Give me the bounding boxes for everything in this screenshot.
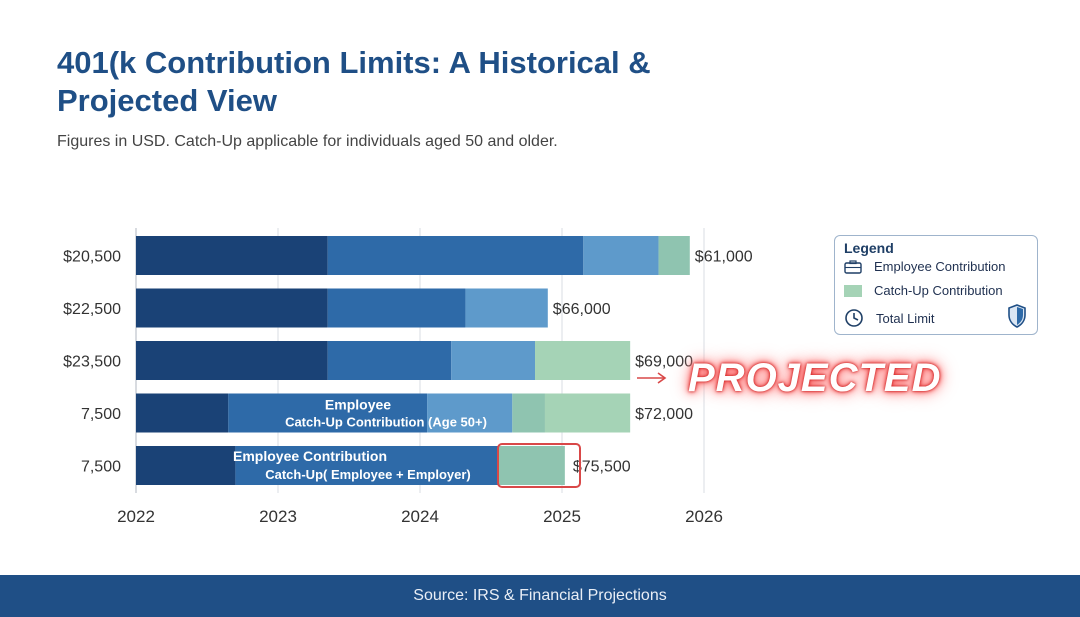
x-tick-label: 2025 bbox=[543, 507, 581, 526]
inner-bar-label: Employee Contribution bbox=[233, 448, 387, 464]
bar-segment bbox=[136, 393, 229, 433]
inner-bar-label: Employee bbox=[325, 397, 391, 413]
clock-icon bbox=[845, 309, 863, 327]
x-tick-label: 2026 bbox=[685, 507, 723, 526]
legend-label-total: Total Limit bbox=[876, 310, 935, 326]
legend-label-employee: Employee Contribution bbox=[874, 259, 1006, 274]
arrow-head-icon bbox=[657, 372, 667, 384]
bar-segment bbox=[136, 341, 328, 380]
bar-segment bbox=[544, 393, 631, 433]
legend-item-employee: Employee Contribution bbox=[844, 259, 1006, 274]
bar-segment bbox=[327, 341, 452, 380]
bar-segment bbox=[535, 341, 631, 380]
inner-bar-label: Catch-Up( Employee + Employer) bbox=[265, 467, 471, 482]
row-label: $23,500 bbox=[63, 354, 121, 371]
bar-segment bbox=[136, 446, 236, 485]
legend-item-total: Total Limit bbox=[844, 308, 935, 328]
highlight-box bbox=[497, 443, 581, 488]
legend-item-catchup: Catch-Up Contribution bbox=[844, 283, 1003, 298]
bar-segment bbox=[136, 236, 328, 275]
projected-label: PROJECTED bbox=[688, 356, 942, 400]
bar-segment bbox=[583, 236, 659, 275]
x-tick-label: 2022 bbox=[117, 507, 155, 526]
bar-segment bbox=[327, 288, 466, 328]
row-label: 7,500 bbox=[81, 406, 121, 423]
bar-segment bbox=[136, 288, 328, 328]
total-label: $72,000 bbox=[635, 406, 693, 423]
bar-segment bbox=[465, 288, 548, 328]
bar-chart: $20,500 $61,000 $22,500 $66,000 $23,500 $69,0… bbox=[63, 228, 753, 526]
bar-segment bbox=[327, 236, 584, 275]
briefcase-icon bbox=[844, 259, 862, 274]
bar-segment bbox=[658, 236, 690, 275]
shield-icon bbox=[1008, 304, 1026, 328]
x-tick-label: 2023 bbox=[259, 507, 297, 526]
total-label: $61,000 bbox=[695, 249, 753, 266]
bar-segment bbox=[427, 393, 513, 433]
total-label: $75,500 bbox=[573, 459, 631, 476]
row-label: $20,500 bbox=[63, 249, 121, 266]
bar-segment bbox=[228, 393, 428, 433]
bar-segment bbox=[498, 446, 565, 485]
page-subtitle: Figures in USD. Catch-Up applicable for … bbox=[57, 133, 558, 150]
legend: Legend Employee Contribution Catch-Up Co… bbox=[834, 235, 1038, 335]
row-label: 7,500 bbox=[81, 459, 121, 476]
bar-segment bbox=[235, 446, 499, 485]
green-swatch bbox=[844, 284, 862, 297]
bar-segment bbox=[451, 341, 536, 380]
row-label: $22,500 bbox=[63, 301, 121, 318]
legend-label-catchup: Catch-Up Contribution bbox=[874, 283, 1003, 298]
page-title: 401(k Contribution Limits: A Historical … bbox=[57, 45, 651, 118]
x-tick-label: 2024 bbox=[401, 507, 439, 526]
bar-segment bbox=[512, 393, 545, 433]
inner-bar-label: Catch-Up Contribution (Age 50+) bbox=[285, 415, 487, 430]
source-footer: Source: IRS & Financial Projections bbox=[0, 575, 1080, 617]
legend-title: Legend bbox=[844, 240, 894, 256]
total-label: $66,000 bbox=[553, 301, 611, 318]
total-label: $69,000 bbox=[635, 354, 693, 371]
